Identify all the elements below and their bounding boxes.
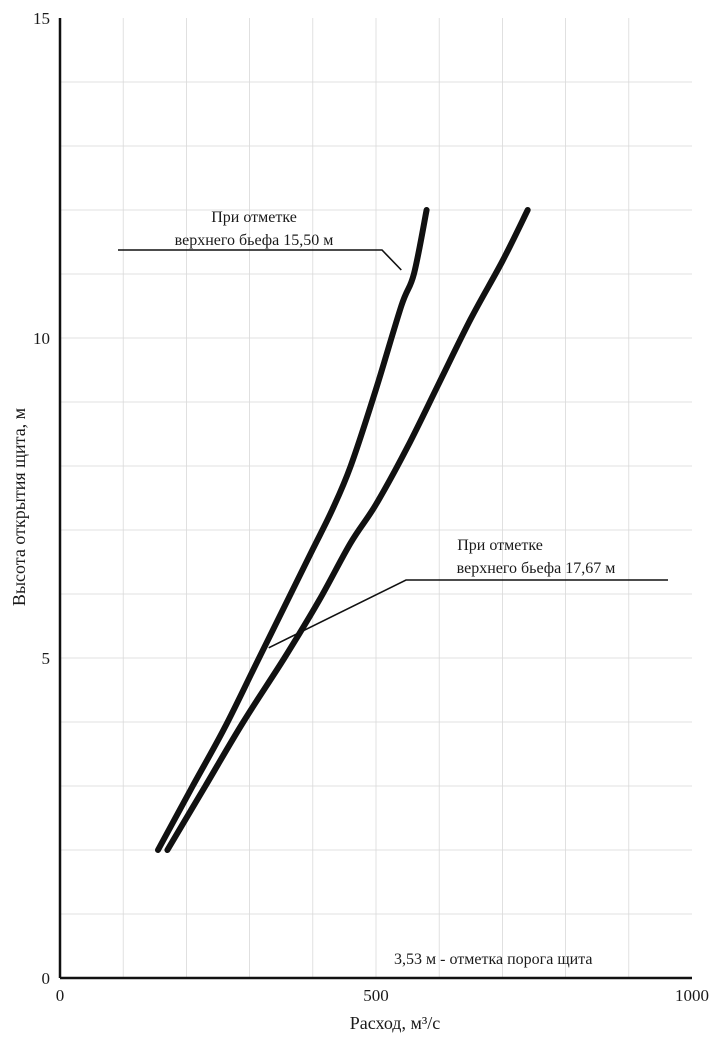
leader-line-17-67 <box>268 579 668 649</box>
series-leader-lines <box>118 249 668 649</box>
series-curve-15-50 <box>155 207 430 853</box>
x-tick-label: 500 <box>363 986 389 1005</box>
y-tick-label: 15 <box>33 9 50 28</box>
axes <box>58 18 692 980</box>
grid-lines <box>60 18 692 978</box>
series-label-15-50-line2: верхнего бьефа 15,50 м <box>175 232 334 249</box>
series-label-17-67-line2: верхнего бьефа 17,67 м <box>457 560 616 577</box>
y-axis-label: Высота открытия щита, м <box>9 408 29 606</box>
leader-line-15-50 <box>118 249 402 271</box>
x-tick-label: 1000 <box>675 986 709 1005</box>
y-tick-label: 10 <box>33 329 50 348</box>
x-tick-label: 0 <box>56 986 65 1005</box>
y-tick-label: 5 <box>42 649 51 668</box>
series-curve-17-67 <box>164 207 531 853</box>
series-curves <box>155 207 531 853</box>
tick-labels: 0 500 1000 0 5 10 15 <box>33 9 709 1005</box>
y-tick-label: 0 <box>42 969 51 988</box>
series-label-15-50-line1: При отметке <box>211 209 297 226</box>
x-axis-label: Расход, м³/с <box>350 1013 440 1033</box>
gate-sill-annotation: 3,53 м - отметка порога щита <box>394 951 592 968</box>
series-label-17-67-line1: При отметке <box>457 537 543 554</box>
